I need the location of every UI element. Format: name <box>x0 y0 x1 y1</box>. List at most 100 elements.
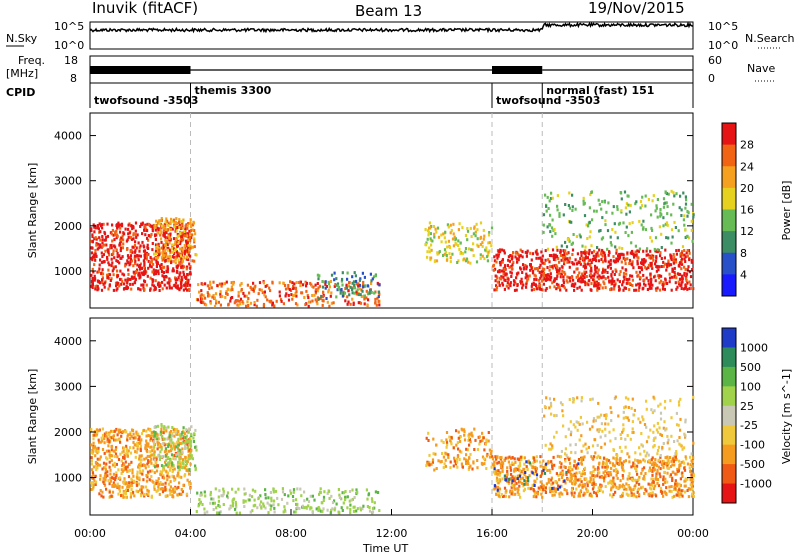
echo-cell <box>312 285 315 289</box>
echo-cell <box>171 474 174 478</box>
echo-cell <box>548 406 551 410</box>
echo-cell <box>668 466 671 470</box>
echo-cell <box>492 470 496 474</box>
echo-cell <box>528 461 531 465</box>
echo-cell <box>622 423 625 427</box>
echo-cell <box>579 477 582 481</box>
echo-cell <box>188 482 191 486</box>
echo-cell <box>121 485 124 489</box>
echo-cell <box>692 494 695 498</box>
colorbar-segment <box>722 144 736 167</box>
echo-cell <box>180 450 184 454</box>
echo-cell <box>609 262 612 266</box>
echo-cell <box>670 416 673 420</box>
echo-cell <box>155 457 158 461</box>
echo-cell <box>209 501 212 505</box>
echo-cell <box>267 496 270 500</box>
echo-cell <box>144 223 147 227</box>
echo-cell <box>547 258 550 262</box>
echo-cell <box>180 441 183 445</box>
echo-cell <box>361 289 364 293</box>
echo-cell <box>288 288 291 291</box>
echo-cell <box>605 458 608 462</box>
echo-cell <box>117 428 121 432</box>
echo-cell <box>588 220 591 224</box>
echo-cell <box>665 236 668 240</box>
echo-cell <box>611 211 614 215</box>
echo-cell <box>98 263 101 267</box>
freq-block <box>90 66 191 74</box>
echo-cell <box>548 486 551 490</box>
echo-cell <box>133 244 137 247</box>
echo-cell <box>496 488 499 492</box>
echo-cell <box>689 469 692 473</box>
echo-cell <box>600 276 603 280</box>
echo-cell <box>600 413 603 417</box>
echo-cell <box>591 274 594 278</box>
echo-cell <box>159 470 162 474</box>
echo-cell <box>587 480 590 484</box>
echo-cell <box>679 272 682 276</box>
echo-cell <box>426 250 429 254</box>
echo-cell <box>117 468 120 472</box>
echo-cell <box>672 253 675 256</box>
echo-cell <box>610 486 613 490</box>
echo-cell <box>219 292 222 296</box>
y-tick-label: 2000 <box>54 426 82 439</box>
echo-cell <box>136 233 139 237</box>
echo-cell <box>676 439 679 443</box>
echo-cell <box>135 444 138 447</box>
echo-cell <box>167 425 170 429</box>
echo-cell <box>149 276 152 280</box>
echo-cell <box>94 226 97 230</box>
echo-cell <box>274 489 278 493</box>
echo-cell <box>632 266 635 270</box>
echo-cell <box>155 219 158 223</box>
echo-cell <box>149 256 152 259</box>
echo-cell <box>440 439 443 443</box>
echo-cell <box>378 303 381 307</box>
echo-cell <box>178 254 181 258</box>
echo-cell <box>624 257 627 261</box>
echo-cell <box>597 454 600 458</box>
echo-cell <box>497 481 500 485</box>
echo-cell <box>488 241 491 245</box>
echo-cell <box>110 459 113 463</box>
echo-cell <box>527 486 530 490</box>
echo-cell <box>154 437 157 441</box>
echo-cell <box>189 439 193 443</box>
echo-cell <box>507 282 510 286</box>
echo-cell <box>90 246 93 250</box>
echo-cell <box>666 471 669 475</box>
echo-cell <box>217 300 220 304</box>
echo-cell <box>668 280 671 284</box>
echo-cell <box>153 482 156 486</box>
echo-cell <box>177 437 180 441</box>
echo-cell <box>185 241 188 245</box>
echo-cell <box>95 468 98 472</box>
echo-cell <box>493 288 496 292</box>
echo-cell <box>671 267 674 271</box>
echo-cell <box>109 246 112 250</box>
echo-cell <box>687 211 690 215</box>
echo-cell <box>562 278 565 282</box>
echo-cell <box>128 277 131 281</box>
echo-cell <box>663 470 666 474</box>
echo-cell <box>594 267 597 271</box>
echo-cell <box>584 263 587 267</box>
echo-cell <box>553 463 556 467</box>
echo-cell <box>574 282 577 286</box>
echo-cell <box>188 472 191 476</box>
echo-cell <box>673 220 676 224</box>
colorbar-tick-label: 12 <box>740 225 754 238</box>
echo-cell <box>526 249 529 253</box>
nsearch-label: N.Search <box>745 32 795 45</box>
echo-cell <box>686 281 689 285</box>
echo-cell <box>101 235 104 238</box>
echo-cell <box>344 498 347 502</box>
echo-cell <box>564 256 567 259</box>
echo-cell <box>517 271 520 275</box>
echo-cell <box>111 435 115 439</box>
echo-cell <box>598 415 601 419</box>
echo-cell <box>164 460 167 464</box>
